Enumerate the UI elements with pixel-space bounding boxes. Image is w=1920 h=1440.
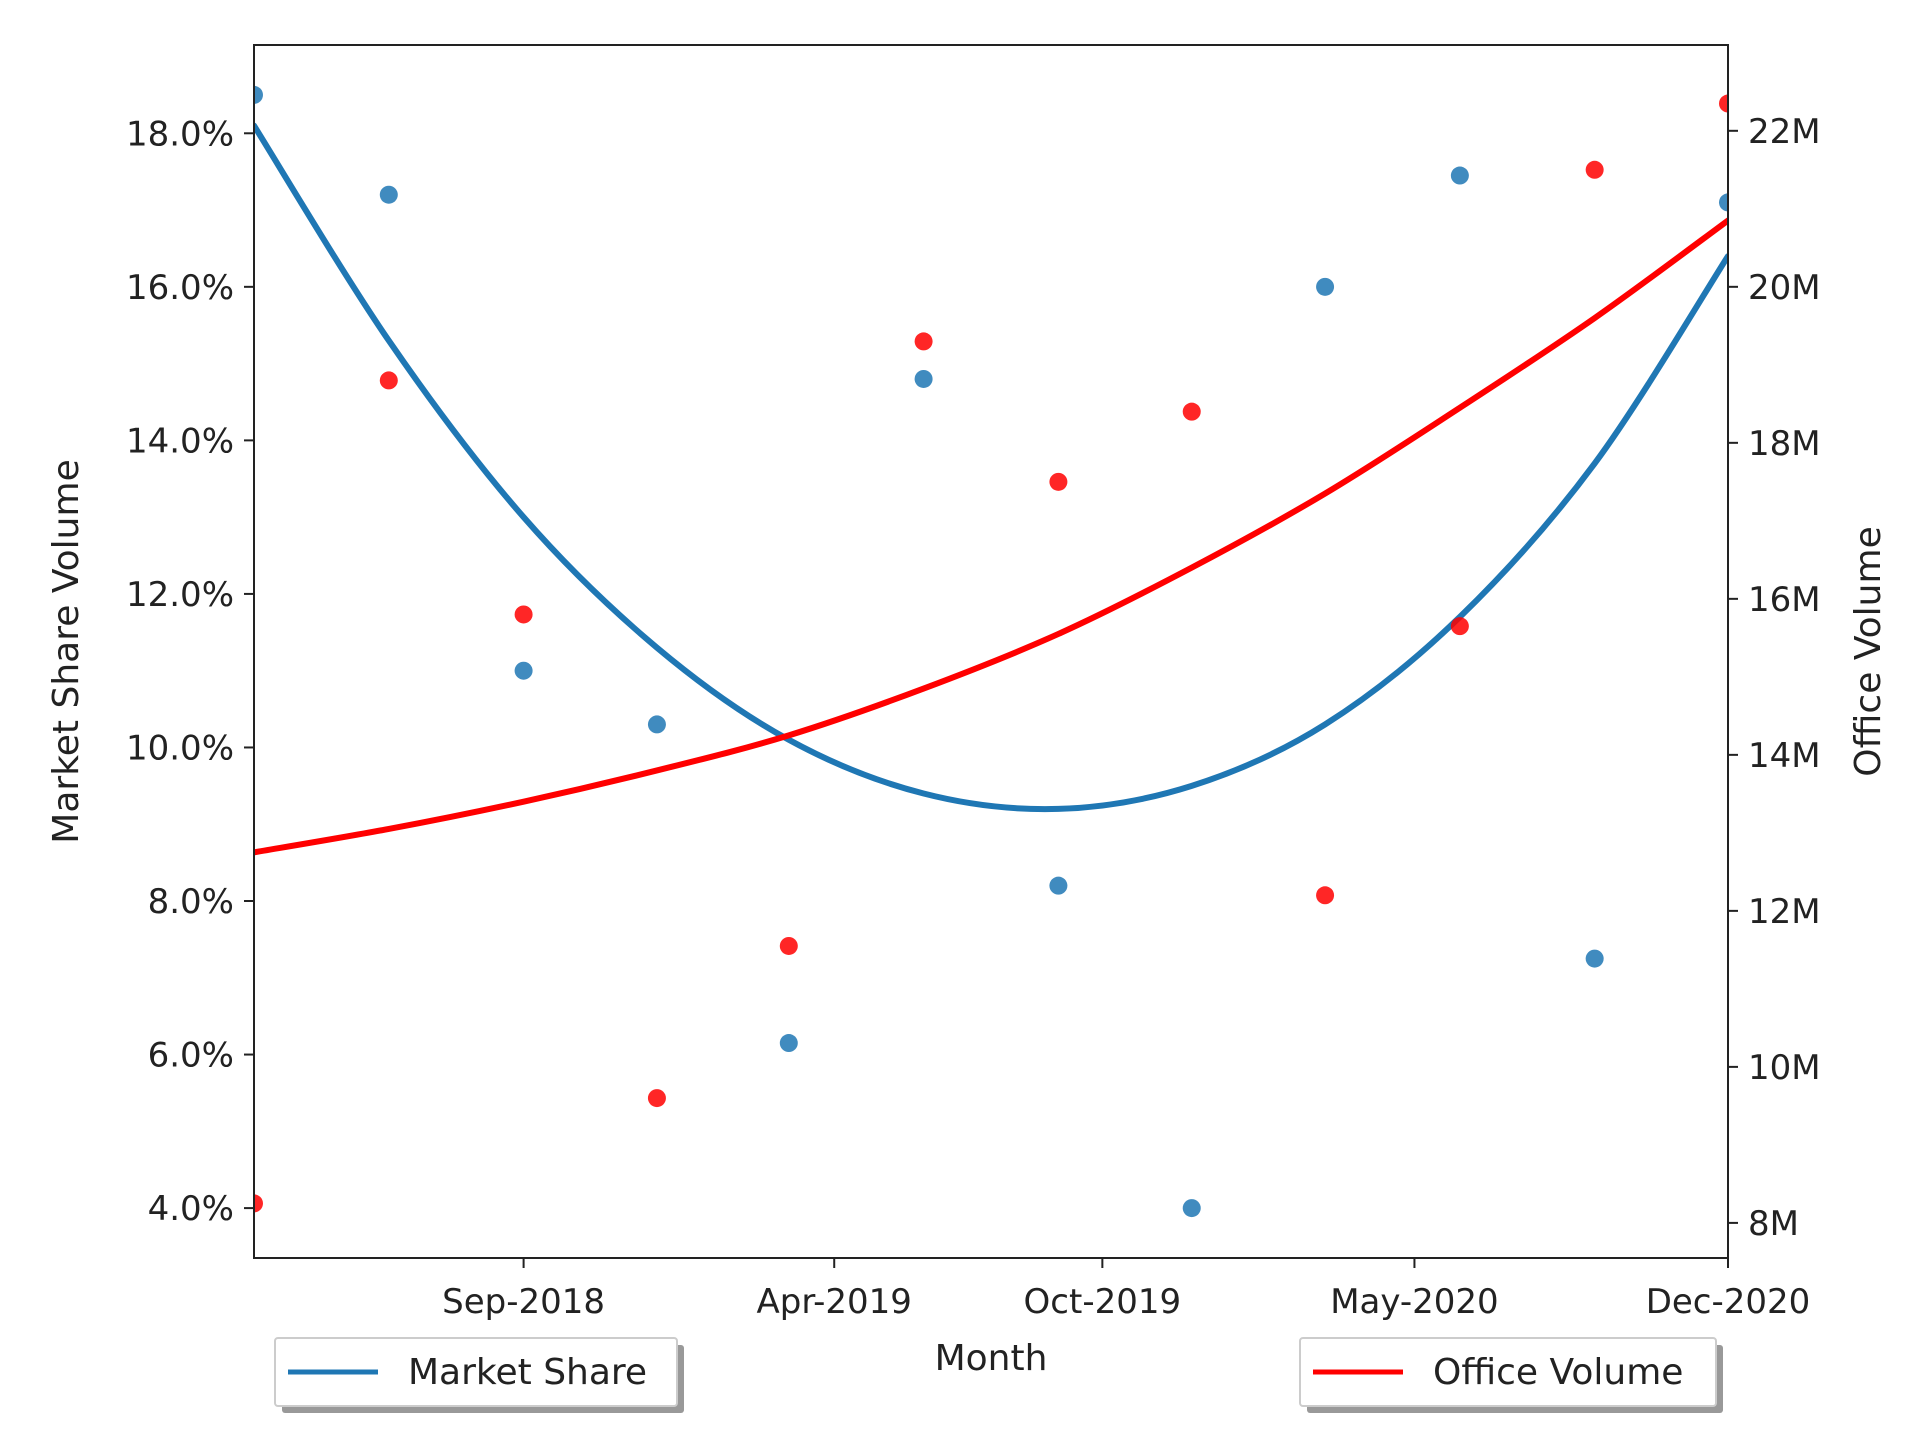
right-y-axis-title: Office Volume [1848,526,1889,776]
right-y-axis-ticks: 8M 10M 12M 14M 16M 18M 20M 22M [1728,112,1821,1244]
left-y-tick-label: 16.0% [126,268,234,308]
left-y-tick-label: 4.0% [148,1189,234,1229]
data-point-market-share [1719,193,1728,212]
left-y-tick-label: 6.0% [148,1036,234,1076]
data-points [254,85,1728,1218]
data-point-office-volume [779,936,798,955]
data-point-office-volume [1316,886,1335,905]
plot-area-frame [253,44,1729,1259]
data-point-market-share [1182,1199,1201,1218]
legend-label-market-share: Market Share [408,1352,647,1393]
data-point-office-volume [514,605,533,624]
data-point-office-volume [647,1089,666,1108]
left-y-tick-label: 8.0% [148,882,234,922]
trend-line-office-volume [254,217,1728,856]
trend-line-market-share [254,122,1728,813]
data-point-market-share [1316,277,1335,296]
data-point-market-share [779,1034,798,1053]
data-point-market-share [379,185,398,204]
right-y-tick-label: 8M [1748,1204,1799,1244]
data-point-office-volume [1719,94,1728,113]
x-tick-label: Dec-2020 [1646,1282,1811,1322]
x-axis-title: Month [935,1338,1048,1379]
left-y-axis-title: Market Share Volume [46,459,87,843]
legend-box [1299,1337,1717,1407]
x-axis-ticks: Sep-2018 Apr-2019 Oct-2019 May-2020 Dec-2020 [442,1258,1810,1322]
right-y-tick-label: 12M [1748,892,1821,932]
left-y-tick-label: 12.0% [126,575,234,615]
left-y-tick-label: 18.0% [126,114,234,154]
x-tick-label: Sep-2018 [442,1282,605,1322]
data-point-office-volume [914,332,933,351]
data-point-office-volume [1450,617,1469,636]
x-tick-label: May-2020 [1330,1282,1499,1322]
x-tick-label: Apr-2019 [756,1282,911,1322]
legend-market-share: Market Share [274,1337,684,1413]
right-y-tick-label: 16M [1748,580,1821,620]
data-point-market-share [647,715,666,734]
right-y-tick-label: 22M [1748,112,1821,152]
data-point-office-volume [1049,472,1068,491]
legend-office-volume: Office Volume [1299,1337,1723,1413]
right-y-tick-label: 10M [1748,1048,1821,1088]
data-point-office-volume [379,371,398,390]
left-y-tick-label: 10.0% [126,728,234,768]
data-point-market-share [514,661,533,680]
legend-box [274,1337,678,1407]
right-y-tick-label: 18M [1748,424,1821,464]
legend-label-office-volume: Office Volume [1433,1352,1683,1393]
left-y-axis-ticks: 4.0% 6.0% 8.0% 10.0% 12.0% 14.0% 16.0% 18.0% [126,114,254,1229]
data-point-market-share [1585,949,1604,968]
left-y-tick-label: 14.0% [126,421,234,461]
data-point-market-share [254,85,263,104]
right-y-tick-label: 14M [1748,736,1821,776]
x-tick-label: Oct-2019 [1024,1282,1182,1322]
data-point-market-share [1049,876,1068,895]
data-point-market-share [1450,166,1469,185]
right-y-tick-label: 20M [1748,268,1821,308]
data-point-office-volume [1585,160,1604,179]
data-point-office-volume [254,1194,263,1213]
data-point-office-volume [1182,402,1201,421]
data-point-market-share [914,369,933,388]
trend-lines [254,122,1728,856]
